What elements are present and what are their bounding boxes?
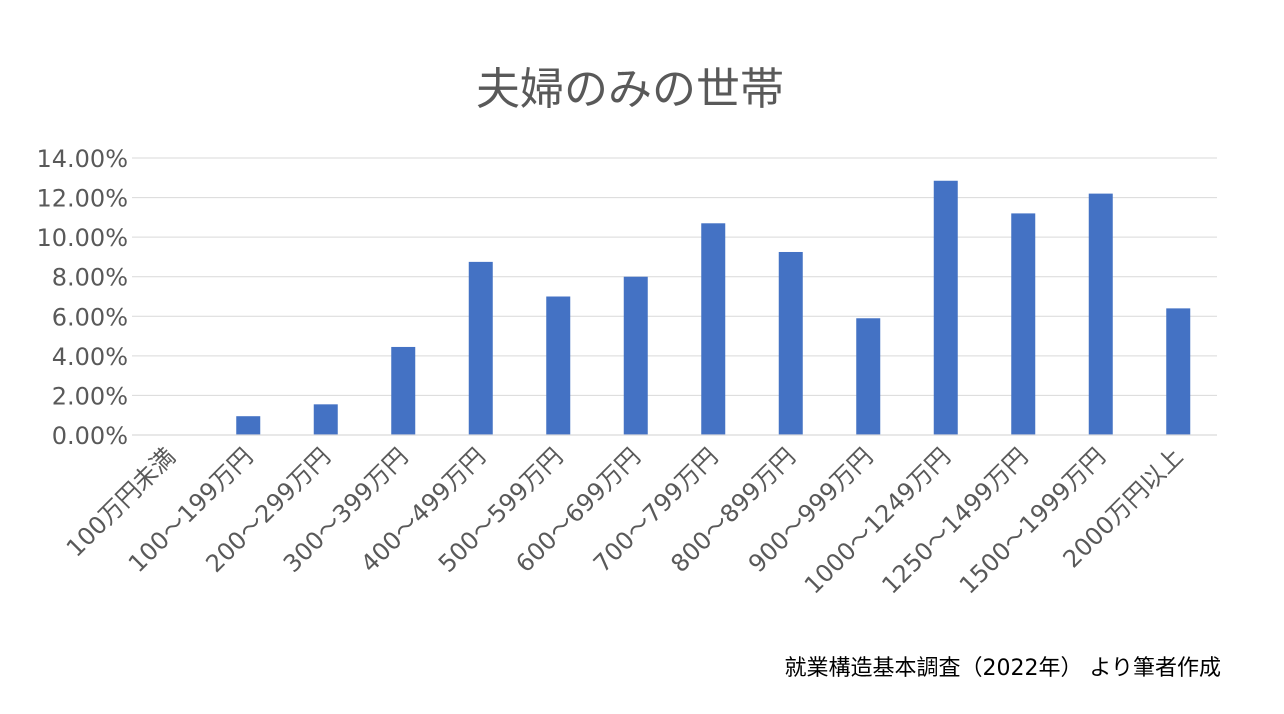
bar: [468, 261, 493, 435]
bars: [236, 180, 1191, 435]
bar: [546, 296, 571, 435]
bar: [313, 404, 338, 435]
source-note: 就業構造基本調査（2022年） より筆者作成: [784, 656, 1221, 681]
bar: [933, 180, 958, 435]
chart-title: 夫婦のみの世帯: [476, 64, 784, 115]
y-tick-label: 12.00%: [36, 185, 128, 213]
bar: [623, 276, 648, 435]
y-tick-label: 0.00%: [52, 422, 128, 450]
bar: [391, 346, 416, 435]
y-tick-label: 2.00%: [52, 382, 128, 410]
bar: [1011, 213, 1036, 435]
bar: [1088, 193, 1113, 435]
bar: [236, 416, 261, 435]
y-tick-label: 6.00%: [52, 303, 128, 331]
y-tick-label: 10.00%: [36, 224, 128, 252]
bar: [1166, 308, 1191, 435]
gridlines: [132, 157, 1217, 396]
x-axis-category-labels: 100万円未満100～199万円200～299万円300～399万円400～49…: [61, 442, 1189, 599]
y-axis-tick-labels: 0.00% 2.00% 4.00% 6.00% 8.00% 10.00% 12.00% 14.…: [36, 145, 128, 450]
bar: [778, 251, 803, 435]
bar: [701, 223, 726, 435]
y-tick-label: 8.00%: [52, 264, 128, 292]
x-tick-label: 1000～1249万円: [799, 442, 956, 599]
y-tick-label: 14.00%: [36, 145, 128, 173]
x-tick-label: 1250～1499万円: [876, 442, 1033, 599]
y-tick-label: 4.00%: [52, 343, 128, 371]
x-tick-label: 1500～1999万円: [954, 442, 1111, 599]
bar: [856, 318, 881, 435]
